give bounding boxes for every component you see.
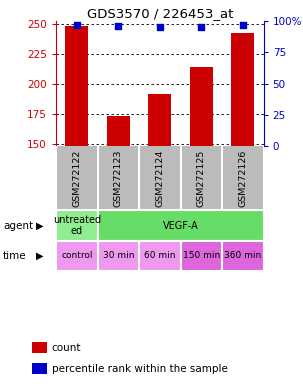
Text: 30 min: 30 min [103, 251, 134, 260]
Bar [190, 67, 213, 146]
Text: ▶: ▶ [36, 251, 43, 261]
Text: GSM272123: GSM272123 [114, 149, 123, 207]
Text: GSM272122: GSM272122 [72, 149, 81, 207]
Text: count: count [52, 343, 81, 353]
Point [75, 22, 79, 28]
Bar [98, 210, 264, 241]
Point [241, 22, 245, 28]
Text: time: time [3, 251, 27, 261]
Point [116, 23, 121, 29]
Bar [148, 94, 171, 146]
Point [158, 24, 162, 30]
Text: percentile rank within the sample: percentile rank within the sample [52, 364, 228, 374]
Bar [56, 210, 98, 241]
Text: GSM272125: GSM272125 [197, 149, 206, 207]
Text: GSM272124: GSM272124 [155, 149, 164, 207]
Bar [98, 241, 139, 271]
Bar [139, 241, 181, 271]
Bar [32, 342, 48, 353]
Bar [107, 116, 130, 146]
Bar [231, 33, 254, 146]
Text: VEGF-A: VEGF-A [163, 220, 198, 230]
Text: 360 min: 360 min [224, 251, 261, 260]
Text: 150 min: 150 min [183, 251, 220, 260]
Text: 60 min: 60 min [144, 251, 175, 260]
Bar [222, 241, 264, 271]
Bar [56, 241, 98, 271]
Bar [65, 26, 88, 146]
Text: control: control [61, 251, 92, 260]
Bar [32, 363, 48, 374]
Bar [181, 241, 222, 271]
Text: GSM272126: GSM272126 [238, 149, 247, 207]
Title: GDS3570 / 226453_at: GDS3570 / 226453_at [87, 7, 233, 20]
Text: agent: agent [3, 220, 33, 230]
Point [199, 24, 204, 30]
Text: untreated
ed: untreated ed [53, 215, 101, 236]
Text: ▶: ▶ [36, 220, 43, 230]
